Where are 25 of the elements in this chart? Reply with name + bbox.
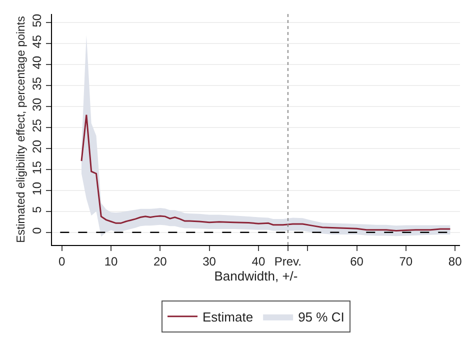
y-tick-label: 35 (30, 76, 44, 90)
y-tick-label: 40 (30, 56, 44, 70)
x-tick-label: 40 (252, 254, 266, 268)
legend-label: Estimate (202, 309, 254, 324)
y-tick-label: 30 (30, 98, 44, 112)
x-tick-label: 80 (448, 254, 462, 268)
y-tick-label: 20 (30, 140, 44, 154)
y-tick-label: 50 (30, 14, 44, 28)
y-tick-label: 0 (30, 226, 44, 234)
y-tick-label: 25 (30, 118, 44, 132)
x-tick-label: 60 (350, 254, 364, 268)
y-tick-label: 5 (30, 206, 44, 213)
y-tick-label: 15 (30, 160, 44, 174)
x-tick-label: 30 (202, 254, 216, 268)
x-tick-label: 10 (104, 254, 118, 268)
y-axis-title: Estimated eligibility effect, percentage points (16, 16, 28, 243)
legend-label: 95 % CI (298, 309, 344, 324)
x-tick-label: 0 (58, 254, 66, 268)
x-tick-label: 70 (399, 254, 413, 268)
y-tick-label: 10 (30, 182, 44, 196)
x-tick-label: 20 (153, 254, 168, 268)
line-series (80, 114, 451, 232)
y-tick-label: 45 (30, 34, 44, 48)
x-axis-title: Bandwidth, +/- (214, 268, 298, 284)
x-tick-label: Prev. (274, 254, 302, 268)
